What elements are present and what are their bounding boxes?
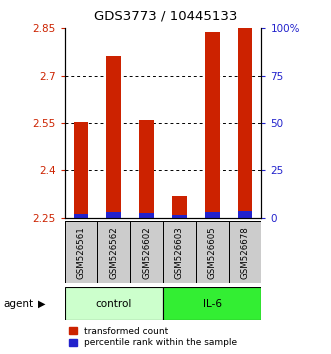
- Bar: [238, 28, 253, 218]
- Bar: [106, 56, 121, 218]
- Bar: [172, 215, 187, 218]
- Bar: [238, 211, 253, 218]
- Bar: [97, 221, 130, 283]
- Text: GSM526602: GSM526602: [142, 226, 151, 279]
- Bar: [196, 221, 229, 283]
- Bar: [65, 287, 163, 320]
- Text: GDS3773 / 10445133: GDS3773 / 10445133: [94, 10, 237, 22]
- Text: GSM526561: GSM526561: [76, 226, 85, 279]
- Text: GSM526605: GSM526605: [208, 226, 217, 279]
- Bar: [205, 212, 220, 218]
- Text: GSM526678: GSM526678: [241, 226, 250, 279]
- Text: ▶: ▶: [38, 299, 46, 309]
- Bar: [130, 221, 163, 283]
- Bar: [139, 213, 154, 218]
- Text: GSM526603: GSM526603: [175, 226, 184, 279]
- Text: GSM526562: GSM526562: [109, 226, 118, 279]
- Text: IL-6: IL-6: [203, 298, 222, 309]
- Bar: [229, 221, 261, 283]
- Text: agent: agent: [3, 299, 33, 309]
- Text: control: control: [96, 298, 132, 309]
- Bar: [106, 212, 121, 218]
- Bar: [163, 221, 196, 283]
- Bar: [139, 120, 154, 218]
- Bar: [172, 196, 187, 218]
- Bar: [205, 32, 220, 218]
- Bar: [65, 221, 97, 283]
- Bar: [73, 122, 88, 218]
- Bar: [163, 287, 261, 320]
- Bar: [73, 213, 88, 218]
- Legend: transformed count, percentile rank within the sample: transformed count, percentile rank withi…: [69, 327, 238, 347]
